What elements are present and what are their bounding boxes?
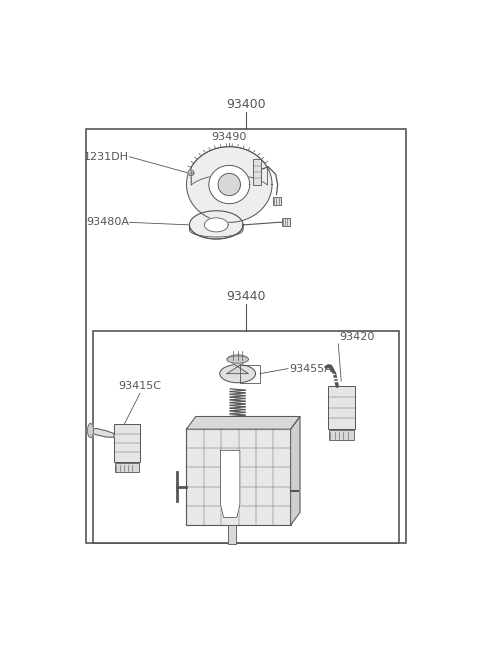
Bar [115,463,139,472]
Bar [94,331,398,542]
Bar [329,430,353,440]
Text: 93420: 93420 [339,332,374,342]
Text: 93415C: 93415C [119,381,161,391]
Bar [253,159,261,185]
Bar [328,386,355,429]
Polygon shape [218,174,240,196]
Polygon shape [209,165,250,204]
Polygon shape [186,417,300,429]
Polygon shape [227,355,248,373]
Bar [240,365,260,383]
Text: 93490: 93490 [212,132,247,141]
Bar [273,196,281,204]
Polygon shape [204,218,228,232]
Polygon shape [187,147,272,222]
Polygon shape [291,417,300,525]
Polygon shape [90,428,114,438]
Polygon shape [188,170,194,176]
Bar [282,218,289,227]
Polygon shape [227,356,248,363]
Polygon shape [87,423,94,438]
Polygon shape [220,365,255,383]
Bar [228,525,236,544]
Text: 93480A: 93480A [86,217,129,227]
Text: 93440: 93440 [226,290,266,303]
Bar [186,429,291,525]
Text: 93455A: 93455A [289,364,332,373]
Polygon shape [220,450,240,517]
Polygon shape [190,211,243,239]
Bar [86,129,406,542]
Text: 1231DH: 1231DH [84,152,129,162]
Polygon shape [190,225,243,239]
Bar [114,424,140,462]
Polygon shape [191,147,267,185]
Text: 93400: 93400 [226,98,266,111]
